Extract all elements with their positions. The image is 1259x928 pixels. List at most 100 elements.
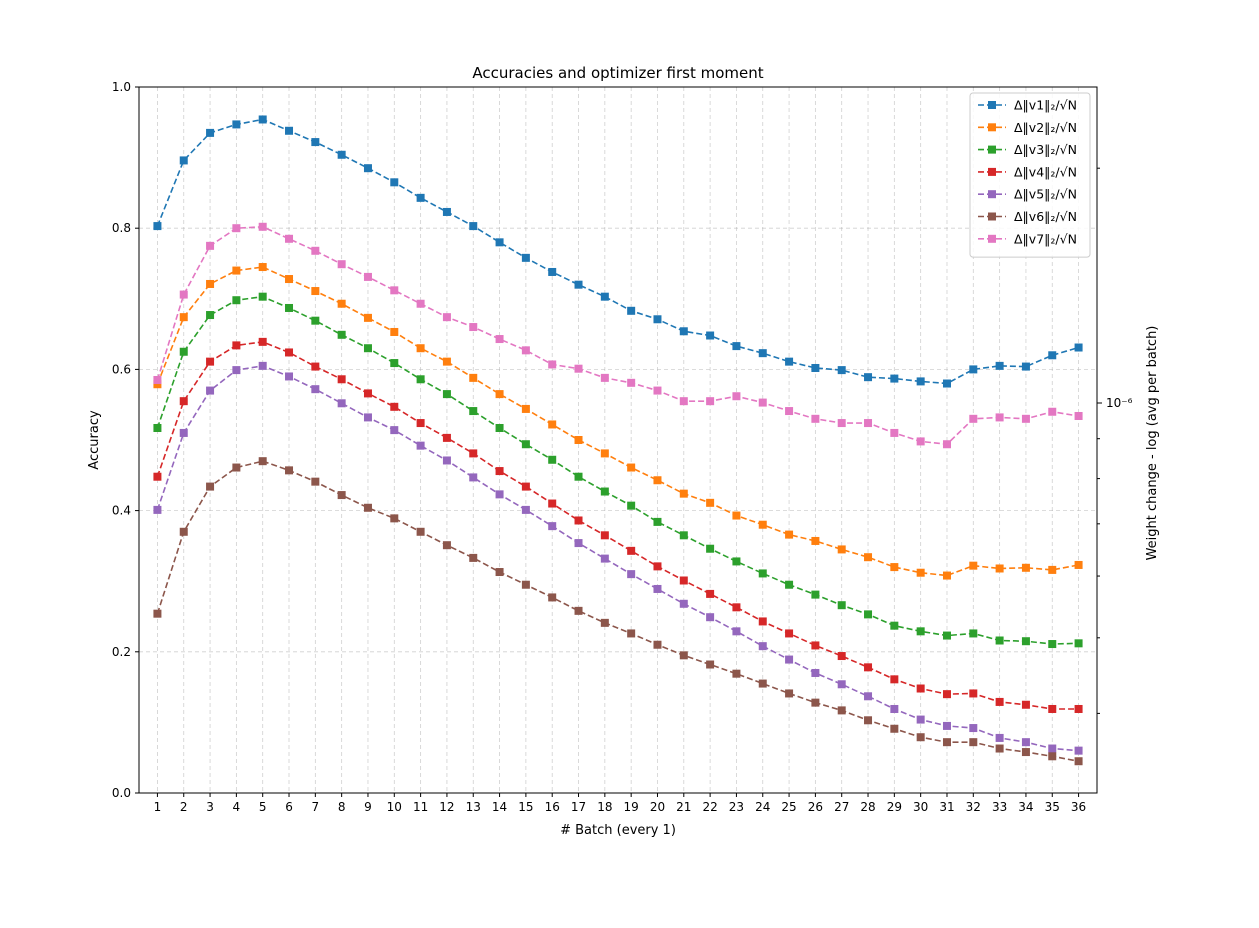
data-point: [811, 668, 820, 677]
x-tick-label: 26: [808, 800, 823, 814]
data-point: [206, 128, 215, 137]
data-point: [495, 390, 504, 399]
data-point: [548, 420, 557, 429]
data-point: [363, 503, 372, 512]
data-point: [706, 331, 715, 340]
x-tick-label: 9: [364, 800, 372, 814]
data-point: [521, 505, 530, 514]
x-tick-label: 29: [887, 800, 902, 814]
data-point: [864, 373, 873, 382]
data-point: [969, 689, 978, 698]
data-point: [600, 373, 609, 382]
data-point: [627, 306, 636, 315]
data-point: [153, 375, 162, 384]
data-point: [995, 733, 1004, 742]
data-point: [916, 684, 925, 693]
series-2-line: [156, 266, 1079, 577]
data-point: [469, 449, 478, 458]
data-point: [732, 627, 741, 636]
data-point: [495, 490, 504, 499]
y-tick-label: 0.6: [112, 362, 131, 376]
data-point: [442, 207, 451, 216]
data-point: [600, 618, 609, 627]
data-point: [679, 397, 688, 406]
x-tick-label: 20: [650, 800, 665, 814]
data-point: [653, 584, 662, 593]
data-point: [206, 311, 215, 320]
data-point: [285, 372, 294, 381]
data-point: [311, 385, 320, 394]
data-point: [285, 234, 294, 243]
data-point: [574, 606, 583, 615]
data-point: [337, 330, 346, 339]
data-point: [706, 544, 715, 553]
right-axis-title: Weight change - log (avg per batch): [1145, 326, 1160, 561]
x-tick-label: 16: [545, 800, 560, 814]
data-point: [995, 636, 1004, 645]
x-tick-label: 13: [466, 800, 481, 814]
data-point: [811, 641, 820, 650]
data-point: [864, 553, 873, 562]
data-point: [179, 397, 188, 406]
data-point: [627, 546, 636, 555]
data-point: [969, 561, 978, 570]
series-3-line: [156, 295, 1079, 645]
data-point: [390, 286, 399, 295]
data-point: [969, 629, 978, 638]
y-tick-label: 0.2: [112, 645, 131, 659]
data-point: [363, 313, 372, 322]
data-point: [521, 404, 530, 413]
data-point: [179, 156, 188, 165]
data-point: [153, 505, 162, 514]
x-tick-label: 34: [1018, 800, 1033, 814]
legend-swatch-marker: [988, 145, 996, 154]
data-point: [1074, 343, 1083, 352]
data-point: [600, 531, 609, 540]
data-point: [1074, 639, 1083, 648]
data-point: [679, 599, 688, 608]
data-point: [1048, 351, 1057, 360]
data-point: [864, 692, 873, 701]
series-6: [153, 457, 1083, 766]
legend-swatch-marker: [988, 101, 996, 109]
data-point: [942, 690, 951, 699]
data-point: [1074, 560, 1083, 569]
data-point: [1021, 748, 1030, 757]
series-4-line: [156, 341, 1079, 710]
x-tick-label: 31: [939, 800, 954, 814]
data-point: [206, 482, 215, 491]
data-point: [785, 407, 794, 416]
data-point: [837, 545, 846, 554]
legend-label: Δ‖v7‖₂/√N: [1014, 231, 1077, 246]
data-point: [679, 531, 688, 540]
x-tick-label: 24: [755, 800, 770, 814]
data-point: [679, 327, 688, 336]
series-6-line: [156, 460, 1079, 763]
data-point: [363, 389, 372, 398]
data-point: [390, 514, 399, 523]
legend-label: Δ‖v1‖₂/√N: [1014, 98, 1077, 113]
data-point: [311, 287, 320, 296]
series-1: [153, 115, 1083, 388]
data-point: [311, 362, 320, 371]
data-point: [442, 390, 451, 399]
data-point: [337, 299, 346, 308]
data-point: [548, 522, 557, 531]
legend-swatch-marker: [988, 123, 996, 132]
data-point: [995, 744, 1004, 753]
data-point: [416, 441, 425, 450]
data-point: [1021, 700, 1030, 709]
data-point: [521, 440, 530, 449]
data-point: [1021, 414, 1030, 423]
data-point: [732, 557, 741, 566]
data-point: [337, 491, 346, 500]
data-point: [785, 689, 794, 698]
data-point: [785, 655, 794, 664]
data-point: [337, 399, 346, 408]
data-point: [653, 640, 662, 649]
data-point: [258, 222, 267, 231]
data-point: [416, 299, 425, 308]
legend-item-6: Δ‖v6‖₂/√N: [978, 209, 1077, 224]
data-point: [627, 463, 636, 472]
data-point: [837, 601, 846, 610]
